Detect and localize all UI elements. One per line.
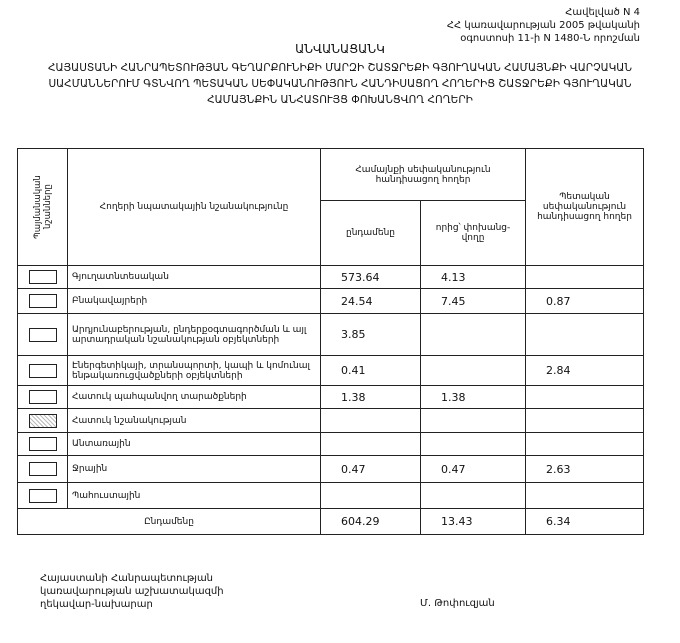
value-cell: 3.85: [320, 313, 421, 356]
value-cell: 1.38: [420, 385, 526, 409]
legend-cell: [17, 455, 68, 483]
signer-line: ղեկավար-նախարար: [40, 599, 153, 610]
header-cell: Պայմանական նշանները: [17, 148, 68, 266]
value-cell: 0.41: [320, 355, 421, 386]
value-cell: [525, 265, 644, 289]
value-cell: [420, 313, 526, 356]
header-cell: Պետական սեփականություն հանդիսացող հողեր: [525, 148, 644, 266]
value-cell: 604.29: [320, 508, 421, 535]
row-label: Հատուկ նշանակության: [67, 408, 321, 433]
value-cell: 24.54: [320, 288, 421, 314]
table-row: Գյուղատնտեսական 573.64 4.13: [17, 265, 644, 289]
table-body: Պայմանական նշանները Հողերի նպատակային նշ…: [17, 148, 644, 535]
legend-cell: [17, 265, 68, 289]
total-label: Ընդամենը: [17, 508, 321, 535]
legend-cell: [17, 482, 68, 509]
value-cell: 0.47: [420, 455, 526, 483]
legend-cell: [17, 288, 68, 314]
value-cell: [420, 432, 526, 456]
legend-swatch: [28, 270, 57, 284]
title: ԱՆՎԱՆԱՑԱՆԿ: [295, 42, 385, 56]
row-label: Գյուղատնտեսական: [67, 265, 321, 289]
table-row: Պահուստային: [17, 482, 644, 509]
value-cell: [320, 482, 421, 509]
header-line: Հավելված N 4: [565, 7, 640, 18]
value-cell: 0.47: [320, 455, 421, 483]
value-cell: 4.13: [420, 265, 526, 289]
value-cell: 0.87: [525, 288, 644, 314]
value-cell: [320, 408, 421, 433]
table-row: Արդյունաբերության, ընդերքօգտագործման և ա…: [17, 313, 644, 356]
legend-cell: [17, 355, 68, 386]
value-cell: [525, 313, 644, 356]
table-row: Հատուկ նշանակության: [17, 408, 644, 433]
subtitle: ՀԱՅԱՍՏԱՆԻ ՀԱՆՐԱՊԵՏՈՒԹՅԱՆ ԳԵՂԱՐՔՈՒՆԻՔԻ ՄԱ…: [47, 62, 633, 106]
row-label: Ջրային: [67, 455, 321, 483]
row-label: Պահուստային: [67, 482, 321, 509]
header-cell: Համայնքի սեփականություն հանդիսացող հողեր: [320, 148, 526, 201]
value-cell: 2.63: [525, 455, 644, 483]
header-row: Պայմանական նշանները Հողերի նպատակային նշ…: [17, 148, 644, 266]
table-row: Բնակավայրերի 24.54 7.45 0.87: [17, 288, 644, 314]
table-row: Էներգետիկայի, տրանսպորտի, կապի և կոմունա…: [17, 355, 644, 386]
value-cell: [320, 432, 421, 456]
table-row: Ջրային 0.47 0.47 2.63: [17, 455, 644, 483]
value-cell: [525, 408, 644, 433]
legend-swatch: [28, 413, 57, 428]
land-table: Պայմանական նշանները Հողերի նպատակային նշ…: [17, 148, 644, 535]
legend-swatch: [28, 363, 57, 378]
table-row: Հատուկ պահպանվող տարածքների 1.38 1.38: [17, 385, 644, 409]
row-label: Անտառային: [67, 432, 321, 456]
total-row: Ընդամենը 604.29 13.43 6.34: [17, 508, 644, 535]
value-cell: 7.45: [420, 288, 526, 314]
legend-cell: [17, 385, 68, 409]
signer-line: Հայաստանի Հանրապետության: [40, 573, 214, 584]
header-row: ընդամենը որից՝ փոխանց-վողը: [18, 200, 644, 266]
header-lines: Հավելված N 4 ՀՀ կառավարության 2005 թվակա…: [447, 6, 640, 45]
row-label: Արդյունաբերության, ընդերքօգտագործման և ա…: [67, 313, 321, 356]
legend-swatch: [28, 437, 57, 451]
row-label: Բնակավայրերի: [67, 288, 321, 314]
header-cell: Հողերի նպատակային նշանակությունը: [67, 148, 321, 266]
value-cell: [525, 432, 644, 456]
value-cell: [420, 482, 526, 509]
value-cell: [525, 482, 644, 509]
value-cell: [525, 385, 644, 409]
value-cell: 6.34: [525, 508, 644, 535]
value-cell: 573.64: [320, 265, 421, 289]
legend-swatch: [28, 327, 57, 342]
header-text: Պայմանական նշանները: [32, 175, 53, 239]
signer: Հայաստանի Հանրապետության կառավարության ա…: [40, 572, 224, 611]
legend-cell: [17, 408, 68, 433]
header-line: ՀՀ կառավարության 2005 թվականի: [446, 20, 640, 31]
legend-swatch: [28, 488, 57, 503]
signer-line: կառավարության աշխատակազմի: [40, 586, 224, 597]
row-label: Էներգետիկայի, տրանսպորտի, կապի և կոմունա…: [67, 355, 321, 386]
legend-cell: [17, 313, 68, 356]
value-cell: 1.38: [320, 385, 421, 409]
legend-swatch: [28, 462, 57, 476]
header-cell: ընդամենը: [320, 200, 421, 266]
value-cell: 13.43: [420, 508, 526, 535]
value-cell: [420, 355, 526, 386]
row-label: Հատուկ պահպանվող տարածքների: [67, 385, 321, 409]
header-cell: որից՝ փոխանց-վողը: [420, 200, 526, 266]
value-cell: 2.84: [525, 355, 644, 386]
table-row: Անտառային: [17, 432, 644, 456]
legend-cell: [17, 432, 68, 456]
legend-swatch: [28, 390, 57, 404]
value-cell: [420, 408, 526, 433]
header-line: օգոստոսի 11-ի N 1480-Ն որոշման: [460, 33, 640, 44]
signer-name: Մ. Թոփուզյան: [420, 598, 495, 609]
legend-swatch: [28, 294, 57, 308]
